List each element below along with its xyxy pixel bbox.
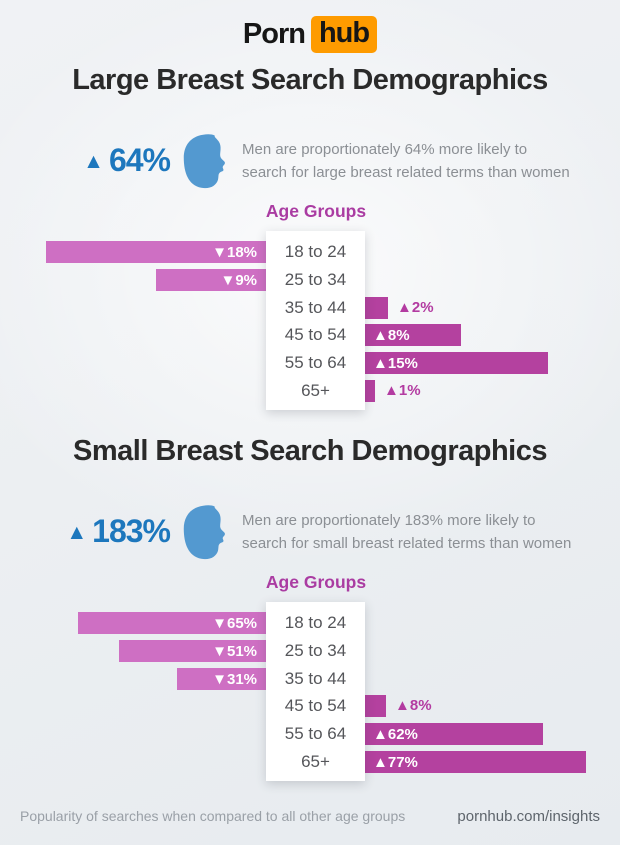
section-title-large: Large Breast Search Demographics: [72, 64, 548, 96]
bar-25-to-34: ▼51%: [119, 640, 267, 662]
stat-description-line2: search for small breast related terms th…: [242, 535, 572, 552]
male-head-icon: [183, 505, 225, 560]
bar-35-to-44: ▼31%: [177, 668, 267, 690]
bar-value-label: ▲1%: [384, 382, 421, 399]
bar-value-label: ▲8%: [395, 697, 432, 714]
stat-description: Men are proportionately 64% more likely …: [242, 138, 592, 184]
pornhub-logo: Porn hub: [0, 16, 620, 53]
bar-value-label: ▼18%: [212, 243, 257, 261]
bar-55-to-64: ▲62%: [363, 723, 543, 745]
bar-value-label: ▲8%: [373, 326, 410, 344]
age-group-18-to-24: 18 to 24: [284, 613, 347, 632]
section-large-breast: Large Breast Search Demographics ▲ 64% Me…: [0, 64, 620, 420]
age-groups-panel: 18 to 24 25 to 34 35 to 44 45 to 54 55 to 64…: [266, 602, 365, 781]
bar-65+: ▲77%: [363, 751, 586, 773]
bar-chart-small-breast: 18 to 24 25 to 34 35 to 44 45 to 54 55 to 64…: [0, 602, 620, 790]
age-group-65+: 65+: [301, 381, 330, 400]
bar-value-label: ▼9%: [220, 271, 257, 289]
bar-value-label: ▲15%: [373, 354, 418, 372]
footer: Popularity of searches when compared to …: [20, 808, 600, 825]
bar-45-to-54: [363, 695, 386, 717]
logo-text-hub: hub: [310, 16, 378, 53]
section-small-breast: Small Breast Search Demographics ▲ 183% M…: [0, 435, 620, 791]
age-group-25-to-34: 25 to 34: [284, 641, 347, 660]
male-head-icon: [183, 134, 225, 189]
bar-value-label: ▲77%: [373, 753, 418, 771]
bar-value-label: ▼65%: [212, 614, 257, 632]
up-triangle-icon: ▲: [66, 521, 88, 544]
stat-value: 183%: [92, 513, 171, 549]
bar-18-to-24: ▼18%: [46, 241, 267, 263]
stat-percent-large: ▲ 64%: [0, 142, 171, 179]
age-group-65+: 65+: [301, 752, 330, 771]
section-title-small: Small Breast Search Demographics: [73, 435, 547, 467]
stat-description-line1: Men are proportionately 183% more likely…: [242, 512, 536, 529]
bar-value-label: ▲62%: [373, 725, 418, 743]
footer-site-link: pornhub.com/insights: [457, 808, 600, 825]
age-group-55-to-64: 55 to 64: [284, 353, 347, 372]
footer-note: Popularity of searches when compared to …: [20, 808, 406, 824]
age-group-35-to-44: 35 to 44: [284, 669, 347, 688]
bar-25-to-34: ▼9%: [156, 269, 267, 291]
stat-description-line1: Men are proportionately 64% more likely …: [242, 141, 528, 158]
logo-text-porn: Porn: [242, 18, 306, 50]
bar-35-to-44: [363, 297, 388, 319]
age-group-45-to-54: 45 to 54: [284, 696, 347, 715]
bar-value-label: ▼31%: [212, 670, 257, 688]
age-groups-heading: Age Groups: [265, 201, 367, 221]
age-groups-panel: 18 to 24 25 to 34 35 to 44 45 to 54 55 to 64…: [266, 231, 365, 410]
bar-45-to-54: ▲8%: [363, 324, 461, 346]
age-group-18-to-24: 18 to 24: [284, 242, 347, 261]
stat-description: Men are proportionately 183% more likely…: [242, 509, 592, 555]
age-group-25-to-34: 25 to 34: [284, 270, 347, 289]
stat-value: 64%: [108, 142, 171, 178]
stat-percent-small: ▲ 183%: [0, 513, 171, 550]
bar-value-label: ▼51%: [212, 642, 257, 660]
age-group-35-to-44: 35 to 44: [284, 298, 347, 317]
up-triangle-icon: ▲: [83, 150, 104, 173]
bar-18-to-24: ▼65%: [78, 612, 267, 634]
bar-value-label: ▲2%: [397, 299, 434, 316]
stat-description-line2: search for large breast related terms th…: [242, 164, 570, 181]
bar-55-to-64: ▲15%: [363, 352, 548, 374]
bar-chart-large-breast: 18 to 24 25 to 34 35 to 44 45 to 54 55 to 64…: [0, 231, 620, 419]
age-groups-heading: Age Groups: [265, 572, 367, 592]
bar-65+: [363, 380, 375, 402]
age-group-45-to-54: 45 to 54: [284, 325, 347, 344]
age-group-55-to-64: 55 to 64: [284, 724, 347, 743]
